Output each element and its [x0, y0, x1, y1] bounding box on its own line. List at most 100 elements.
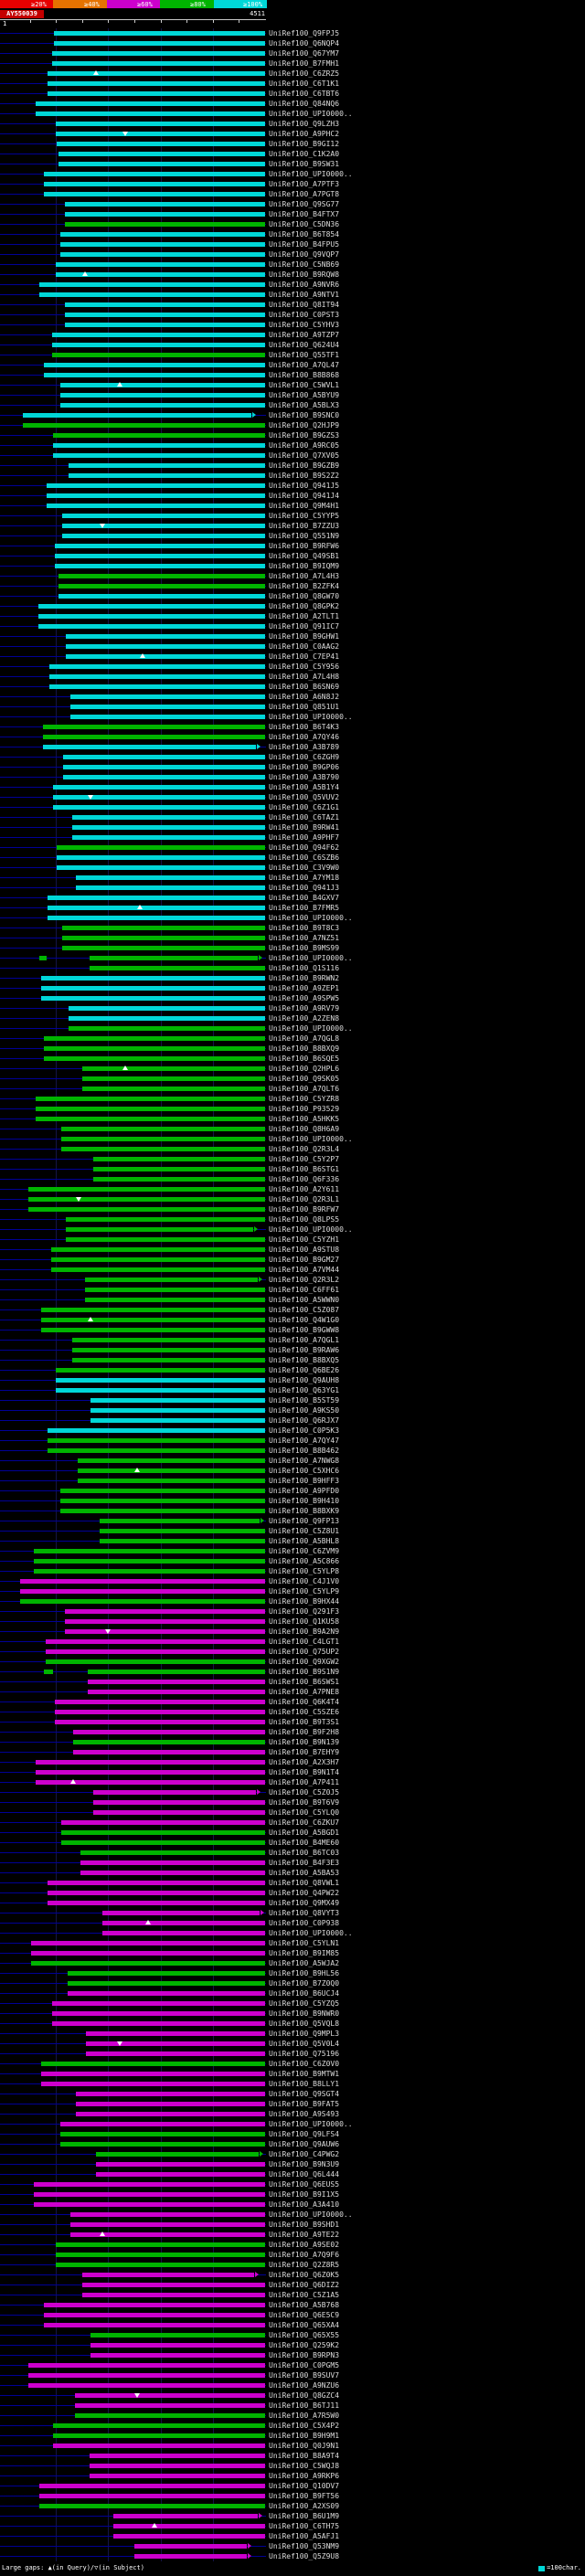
hit-id-label[interactable]: UniRef100_B6UCJ4 [269, 1989, 340, 1998]
hit-id-label[interactable]: UniRef100_A5BYU9 [269, 391, 340, 399]
hit-id-label[interactable]: UniRef100_C6ZRZ5 [269, 69, 340, 78]
hit-bar[interactable] [57, 855, 265, 860]
hit-id-label[interactable]: UniRef100_B4GXV7 [269, 894, 340, 902]
hit-id-label[interactable]: UniRef100_A9SPW5 [269, 994, 340, 1002]
hit-id-label[interactable]: UniRef100_B6TC03 [269, 1849, 340, 1857]
hit-bar[interactable] [44, 1046, 265, 1051]
hit-id-label[interactable]: UniRef100_B9A2N9 [269, 1627, 340, 1636]
hit-id-label[interactable]: UniRef100_C5NB69 [269, 260, 340, 269]
hit-id-label[interactable]: UniRef100_A9RC05 [269, 441, 340, 450]
hit-id-label[interactable]: UniRef100_C6FF61 [269, 1286, 340, 1294]
hit-bar[interactable] [62, 765, 265, 769]
hit-id-label[interactable]: UniRef100_C5YYP5 [269, 512, 340, 520]
hit-id-label[interactable]: UniRef100_B9GP06 [269, 763, 340, 771]
hit-bar[interactable] [33, 1549, 265, 1553]
hit-id-label[interactable]: UniRef100_B9RQW8 [269, 270, 340, 279]
hit-bar[interactable] [69, 2222, 265, 2227]
hit-bar[interactable] [101, 1911, 261, 1915]
hit-id-label[interactable]: UniRef100_P93529 [269, 1105, 340, 1113]
hit-id-label[interactable]: UniRef100_C1K2A0 [269, 150, 340, 158]
hit-id-label[interactable]: UniRef100_A9SE02 [269, 2241, 340, 2249]
hit-id-label[interactable]: UniRef100_Q9LFS4 [269, 2130, 340, 2138]
hit-id-label[interactable]: UniRef100_C5DN36 [269, 220, 340, 228]
hit-bar[interactable] [50, 1247, 265, 1252]
hit-bar[interactable] [22, 423, 265, 428]
hit-bar[interactable] [73, 1740, 265, 1744]
hit-bar[interactable] [93, 1800, 265, 1805]
hit-id-label[interactable]: UniRef100_Q9M4H1 [269, 502, 340, 510]
hit-id-label[interactable]: UniRef100_Q5VUV2 [269, 793, 340, 801]
hit-id-label[interactable]: UniRef100_C5YZH1 [269, 1235, 340, 1244]
hit-bar[interactable] [60, 2132, 265, 2136]
hit-id-label[interactable]: UniRef100_C5XHC6 [269, 1467, 340, 1475]
hit-bar[interactable] [44, 363, 265, 367]
hit-id-label[interactable]: UniRef100_C5YLP8 [269, 1567, 340, 1575]
hit-bar[interactable] [65, 323, 265, 327]
hit-bar[interactable] [54, 544, 265, 548]
hit-bar[interactable] [43, 735, 265, 739]
hit-bar[interactable] [60, 1840, 265, 1845]
hit-bar[interactable] [50, 1257, 265, 1262]
hit-bar[interactable] [41, 1328, 265, 1332]
hit-id-label[interactable]: UniRef100_Q10DV7 [269, 2482, 340, 2490]
hit-bar[interactable] [53, 785, 265, 790]
hit-id-label[interactable]: UniRef100_A7QGL1 [269, 1336, 340, 1344]
hit-bar[interactable] [81, 2273, 254, 2277]
hit-bar[interactable] [52, 2001, 265, 2006]
hit-bar[interactable] [44, 172, 265, 176]
hit-id-label[interactable]: UniRef100_A2ZEN8 [269, 1014, 340, 1023]
hit-bar[interactable] [58, 162, 265, 166]
hit-bar[interactable] [71, 825, 265, 830]
hit-id-label[interactable]: UniRef100_Q8IT94 [269, 301, 340, 309]
hit-bar[interactable] [96, 2162, 265, 2167]
hit-bar[interactable] [19, 1589, 265, 1594]
hit-id-label[interactable]: UniRef100_Q5VQL8 [269, 2019, 340, 2028]
hit-id-label[interactable]: UniRef100_Q941J3 [269, 884, 340, 892]
hit-id-label[interactable]: UniRef100_Q6E5C9 [269, 2311, 340, 2319]
hit-id-label[interactable]: UniRef100_A5BA53 [269, 1869, 340, 1877]
hit-id-label[interactable]: UniRef100_A7PTF3 [269, 180, 340, 188]
hit-bar[interactable] [36, 111, 265, 116]
hit-id-label[interactable]: UniRef100_B9RW41 [269, 823, 340, 832]
hit-bar[interactable] [48, 1428, 265, 1433]
hit-id-label[interactable]: UniRef100_B9GZB9 [269, 461, 340, 470]
hit-bar[interactable] [33, 1559, 265, 1564]
hit-bar[interactable] [89, 966, 265, 970]
hit-id-label[interactable]: UniRef100_A5WWN0 [269, 1296, 340, 1304]
hit-id-label[interactable]: UniRef100_A7VM44 [269, 1266, 340, 1274]
hit-id-label[interactable]: UniRef100_B7Z0Q0 [269, 1979, 340, 1988]
hit-bar[interactable] [84, 1288, 265, 1292]
hit-bar[interactable] [113, 2534, 265, 2539]
hit-id-label[interactable]: UniRef100_Q624U4 [269, 341, 340, 349]
hit-id-label[interactable]: UniRef100_A3B789 [269, 743, 340, 751]
hit-id-label[interactable]: UniRef100_C6SZB6 [269, 853, 340, 862]
hit-id-label[interactable]: UniRef100_Q2R3L4 [269, 1145, 340, 1153]
hit-id-label[interactable]: UniRef100_UPI0000.. [269, 1929, 353, 1937]
hit-id-label[interactable]: UniRef100_Q75UP2 [269, 1648, 340, 1656]
hit-bar[interactable] [44, 373, 265, 377]
hit-bar[interactable] [48, 1901, 265, 1905]
hit-bar[interactable] [45, 1659, 265, 1664]
hit-bar[interactable] [68, 1026, 265, 1031]
hit-id-label[interactable]: UniRef100_A7QGL8 [269, 1034, 340, 1043]
hit-bar[interactable] [22, 413, 252, 418]
hit-id-label[interactable]: UniRef100_B8LLY1 [269, 2080, 340, 2088]
hit-bar[interactable] [48, 916, 265, 920]
hit-id-label[interactable]: UniRef100_A2Y611 [269, 1185, 340, 1193]
hit-id-label[interactable]: UniRef100_B9S1N9 [269, 1668, 340, 1676]
hit-bar[interactable] [90, 1418, 265, 1423]
hit-id-label[interactable]: UniRef100_Q94F62 [269, 843, 340, 852]
hit-bar[interactable] [81, 1066, 265, 1071]
hit-bar[interactable] [19, 1579, 265, 1584]
hit-bar[interactable] [62, 775, 265, 779]
hit-id-label[interactable]: UniRef100_B9IQM9 [269, 562, 340, 570]
hit-id-label[interactable]: UniRef100_UPI0000.. [269, 1135, 353, 1143]
hit-id-label[interactable]: UniRef100_B9FT56 [269, 2492, 340, 2500]
hit-bar[interactable] [52, 2011, 265, 2016]
hit-bar[interactable] [48, 91, 265, 96]
hit-bar[interactable] [51, 61, 265, 66]
hit-bar[interactable] [69, 2212, 265, 2217]
hit-id-label[interactable]: UniRef100_UPI0000.. [269, 2120, 353, 2128]
hit-id-label[interactable]: UniRef100_B8A9T4 [269, 2452, 340, 2460]
hit-id-label[interactable]: UniRef100_A5B768 [269, 2301, 340, 2309]
